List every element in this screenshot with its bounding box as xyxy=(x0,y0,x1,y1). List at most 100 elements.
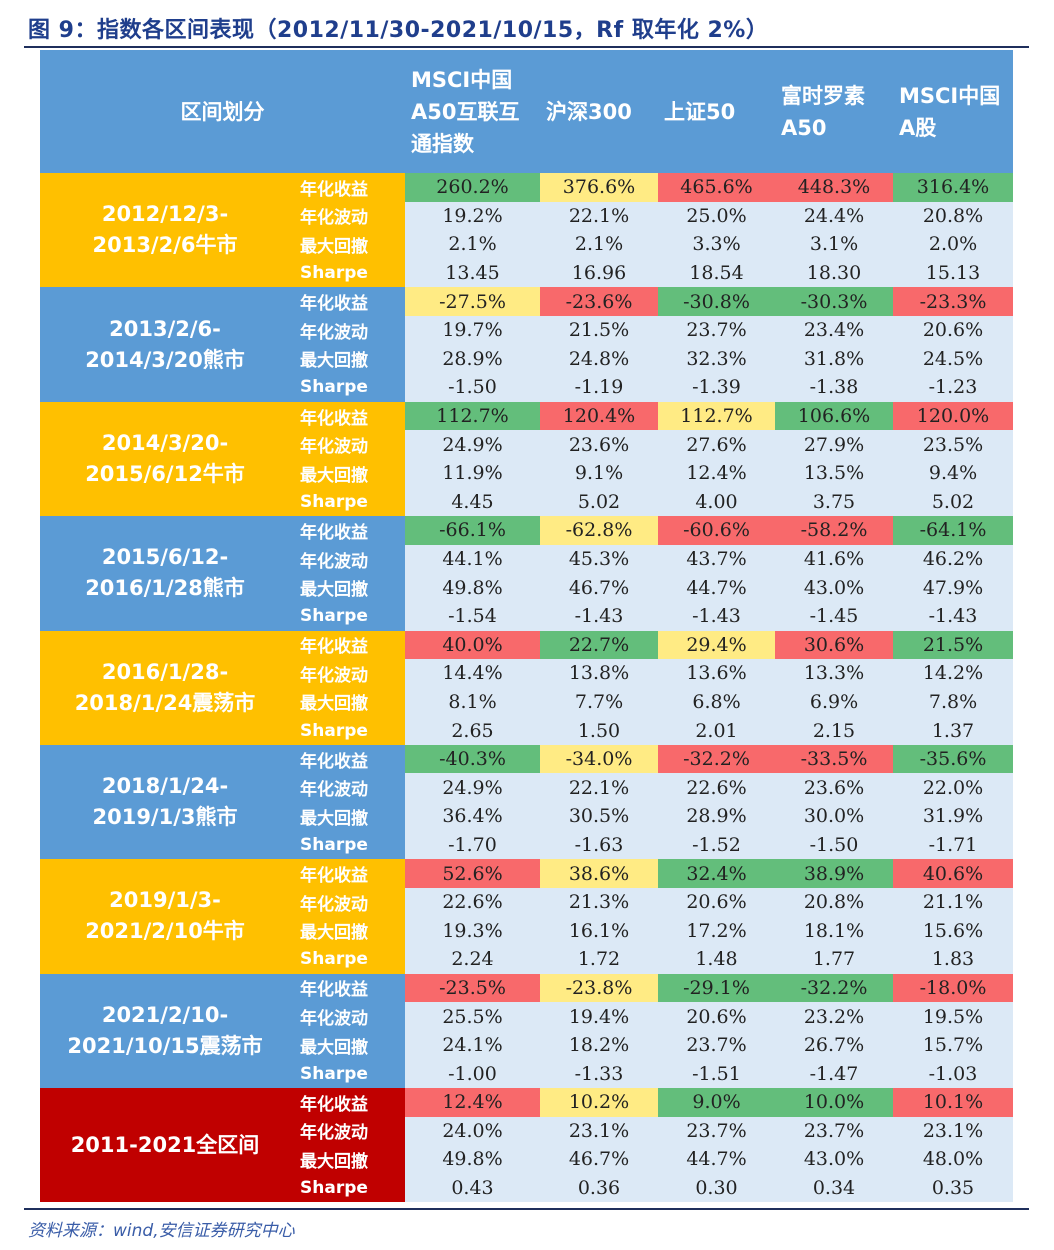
metric-label: 年化波动 xyxy=(290,201,405,231)
value-cell: 21.1% xyxy=(893,887,1013,917)
value-cell: 4.45 xyxy=(405,487,540,517)
value-cell: 14.4% xyxy=(405,659,540,688)
metric-label: 年化波动 xyxy=(290,1116,405,1146)
period-start: 2015/6/12- xyxy=(101,545,229,570)
value-cell: 12.4% xyxy=(405,1088,540,1117)
value-cell: -1.71 xyxy=(893,830,1013,860)
value-cell: 19.2% xyxy=(405,201,540,231)
value-cell: 43.7% xyxy=(658,544,775,574)
value-cell: 260.2% xyxy=(405,173,540,202)
value-cell: -62.8% xyxy=(540,516,658,545)
value-cell: 14.2% xyxy=(893,659,1013,688)
value-cell: -1.47 xyxy=(775,1059,893,1088)
value-cell: 24.4% xyxy=(775,201,893,231)
value-cell: 23.1% xyxy=(893,1116,1013,1146)
metric-label: 最大回撤 xyxy=(290,687,405,717)
metric-label: Sharpe xyxy=(290,373,405,402)
metric-label: 年化波动 xyxy=(290,887,405,917)
metric-label: 最大回撤 xyxy=(290,344,405,374)
value-cell: -1.54 xyxy=(405,601,540,631)
metric-label: 年化收益 xyxy=(290,516,405,545)
table-row: Sharpe 2.24 1.72 1.48 1.77 1.83 xyxy=(40,945,1013,974)
value-cell: -1.50 xyxy=(775,830,893,860)
value-cell: 112.7% xyxy=(405,401,540,431)
value-cell: 120.0% xyxy=(893,401,1013,431)
period-label: 2013/2/6- 2014/3/20熊市 xyxy=(40,287,290,402)
metric-label: 年化波动 xyxy=(290,544,405,574)
value-cell: 22.6% xyxy=(658,773,775,803)
table-row: 2014/3/20- 2015/6/12牛市 年化收益 112.7% 120.4% 112… xyxy=(40,401,1013,517)
value-cell: -1.03 xyxy=(893,1059,1013,1088)
table-row: Sharpe 13.45 16.96 18.54 18.30 15.13 xyxy=(40,258,1013,288)
value-cell: 10.0% xyxy=(775,1088,893,1117)
value-cell: 23.6% xyxy=(775,773,893,803)
value-cell: 13.45 xyxy=(405,258,540,288)
value-cell: 52.6% xyxy=(405,859,540,888)
value-cell: -1.43 xyxy=(658,601,775,631)
value-cell: 23.2% xyxy=(775,1002,893,1031)
value-cell: 1.50 xyxy=(540,716,658,745)
header-row: 区间划分 MSCI中国A50互联互通指数 沪深300 上证50 富时罗素A50 … xyxy=(40,50,1013,173)
value-cell: 2.65 xyxy=(405,716,540,745)
value-cell: 20.6% xyxy=(658,887,775,917)
value-cell: 48.0% xyxy=(893,1145,1013,1174)
value-cell: 19.3% xyxy=(405,916,540,946)
value-cell: 28.9% xyxy=(405,344,540,374)
table-row: 2011-2021全区间 年化收益 12.4% 10.2% 9.0% 10.0% 10.1% xyxy=(40,1088,1013,1203)
value-cell: 9.1% xyxy=(540,458,658,488)
value-cell: 21.5% xyxy=(540,315,658,345)
value-cell: 17.2% xyxy=(658,916,775,946)
value-cell: 0.34 xyxy=(775,1173,893,1203)
metric-label: Sharpe xyxy=(290,1059,405,1088)
header-col: 沪深300 xyxy=(540,50,658,173)
value-cell: 316.4% xyxy=(893,173,1013,202)
metric-label: 年化波动 xyxy=(290,1002,405,1031)
value-cell: -1.51 xyxy=(658,1059,775,1088)
value-cell: 0.35 xyxy=(893,1173,1013,1203)
table-row: 最大回撤 49.8% 46.7% 44.7% 43.0% 48.0% xyxy=(40,1145,1013,1174)
period-label: 2014/3/20- 2015/6/12牛市 xyxy=(40,401,290,517)
table-row: 年化波动 19.7% 21.5% 23.7% 23.4% 20.6% xyxy=(40,315,1013,345)
value-cell: 27.9% xyxy=(775,430,893,459)
period-start: 2011-2021全区间 xyxy=(70,1132,260,1157)
period-label: 2019/1/3- 2021/2/10牛市 xyxy=(40,859,290,974)
value-cell: 30.6% xyxy=(775,630,893,660)
metric-label: 年化波动 xyxy=(290,315,405,345)
table-row: 最大回撤 8.1% 7.7% 6.8% 6.9% 7.8% xyxy=(40,687,1013,717)
value-cell: 46.7% xyxy=(540,573,658,602)
performance-table: 区间划分 MSCI中国A50互联互通指数 沪深300 上证50 富时罗素A50 … xyxy=(40,50,1013,1203)
value-cell: 16.96 xyxy=(540,258,658,288)
table-row: 2018/1/24- 2019/1/3熊市 年化收益 -40.3% -34.0% -32.… xyxy=(40,744,1013,860)
value-cell: 27.6% xyxy=(658,430,775,459)
value-cell: 43.0% xyxy=(775,573,893,602)
table-row: Sharpe -1.70 -1.63 -1.52 -1.50 -1.71 xyxy=(40,830,1013,860)
value-cell: 3.1% xyxy=(775,230,893,259)
value-cell: 24.9% xyxy=(405,773,540,803)
value-cell: -32.2% xyxy=(775,973,893,1003)
value-cell: 2.1% xyxy=(405,230,540,259)
value-cell: 44.7% xyxy=(658,1145,775,1174)
period-label: 2015/6/12- 2016/1/28熊市 xyxy=(40,516,290,631)
value-cell: 23.4% xyxy=(775,315,893,345)
value-cell: 31.9% xyxy=(893,802,1013,831)
value-cell: 40.0% xyxy=(405,630,540,660)
period-end: 2013/2/6牛市 xyxy=(92,233,238,258)
value-cell: 23.7% xyxy=(658,315,775,345)
value-cell: 18.2% xyxy=(540,1030,658,1060)
value-cell: 20.8% xyxy=(775,887,893,917)
value-cell: -1.63 xyxy=(540,830,658,860)
value-cell: 2.1% xyxy=(540,230,658,259)
period-end: 2014/3/20熊市 xyxy=(85,347,245,372)
value-cell: 23.1% xyxy=(540,1116,658,1146)
value-cell: 112.7% xyxy=(658,401,775,431)
period-start: 2014/3/20- xyxy=(101,430,229,455)
value-cell: -23.3% xyxy=(893,287,1013,316)
value-cell: -30.3% xyxy=(775,287,893,316)
period-start: 2016/1/28- xyxy=(101,659,229,684)
value-cell: 3.3% xyxy=(658,230,775,259)
value-cell: 38.9% xyxy=(775,859,893,888)
metric-label: 年化收益 xyxy=(290,173,405,202)
value-cell: -1.38 xyxy=(775,373,893,402)
metric-label: 年化收益 xyxy=(290,401,405,431)
value-cell: -23.6% xyxy=(540,287,658,316)
